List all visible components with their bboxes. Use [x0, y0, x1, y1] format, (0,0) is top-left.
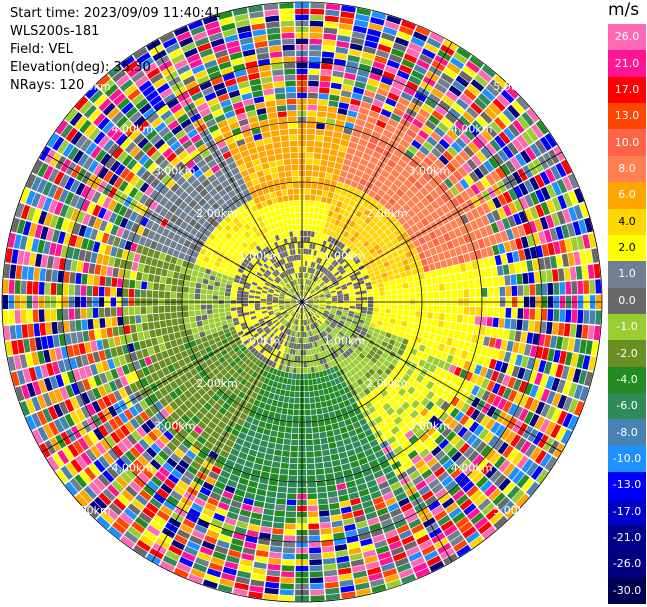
colorbar-label: 6.0: [618, 188, 636, 202]
colorbar-segment: [608, 366, 646, 394]
colorbar-segment: [608, 24, 646, 51]
colorbar-label: 10.0: [614, 135, 640, 149]
range-ring-label: 1.00km: [324, 250, 366, 263]
colorbar-label: -8.0: [616, 425, 638, 439]
colorbar-label: -10.0: [612, 452, 642, 465]
colorbar-label: 4.0: [618, 214, 636, 228]
colorbar-segment: [608, 129, 646, 157]
range-ring-label: 3.00km: [154, 165, 196, 178]
colorbar-label: 1.0: [618, 267, 636, 281]
colorbar-segment: [608, 445, 646, 473]
colorbar-label: -2.0: [616, 346, 638, 360]
elevation-text: Elevation(deg): 35.30: [10, 60, 151, 75]
colorbar-label: -1.0: [616, 320, 638, 334]
range-ring-label: 5.00km: [493, 504, 535, 517]
colorbar-segment: [608, 50, 646, 78]
colorbar-segment: [608, 208, 646, 236]
colorbar-segment: [608, 155, 646, 183]
colorbar-segment: [608, 393, 646, 420]
colorbar-segment: [608, 472, 646, 500]
range-ring-label: 1.00km: [324, 334, 366, 347]
colorbar-label: 8.0: [618, 162, 636, 175]
colorbar-label: 13.0: [614, 109, 640, 123]
range-ring-label: 4.00km: [451, 462, 493, 475]
start-time-text: Start time: 2023/09/09 11:40:41: [10, 6, 222, 21]
colorbar-segment: [608, 287, 646, 315]
colorbar-label: 26.0: [614, 30, 640, 44]
colorbar-label: -21.0: [612, 531, 642, 545]
range-ring-label: 2.00km: [366, 207, 408, 220]
range-ring-label: 3.00km: [154, 419, 196, 432]
range-ring-label: 4.00km: [451, 122, 493, 135]
colorbar-label: -17.0: [612, 504, 642, 518]
colorbar-segment: [608, 498, 646, 526]
colorbar-label: -13.0: [612, 478, 642, 492]
colorbar-label: 0.0: [618, 293, 636, 307]
colorbar-label: -30.0: [612, 583, 642, 597]
colorbar-segment: [608, 234, 646, 262]
range-ring-label: 5.00km: [69, 504, 111, 517]
nrays-text: NRays: 120: [10, 78, 85, 93]
colorbar-segment: [608, 419, 646, 447]
colorbar-segment: [608, 314, 646, 341]
station-name-text: WLS200s-181: [10, 24, 100, 39]
range-ring-label: 2.00km: [366, 377, 408, 390]
range-ring-label: 5.00km: [69, 80, 111, 93]
field-text: Field: VEL: [10, 42, 73, 57]
range-ring-overlay: 1.00km 1.00km 1.00km 1.00km 2.00km 2.00km 2.00…: [1, 1, 603, 603]
colorbar: 26.0 21.0 17.0 13.0 10.0 8.0 6.0 4.0 2.0 1.0 0.0 -1…: [608, 24, 646, 605]
range-ring-label: 3.00km: [409, 419, 451, 432]
colorbar-segment: [608, 261, 646, 289]
colorbar-segment: [608, 103, 646, 130]
range-ring-label: 5.00km: [493, 80, 535, 93]
colorbar-segment: [608, 182, 646, 210]
colorbar-unit: m/s: [608, 0, 640, 20]
colorbar-label: 2.0: [618, 241, 636, 255]
ppi-scan-display: 1.00km 1.00km 1.00km 1.00km 2.00km 2.00km 2.00…: [1, 1, 603, 603]
colorbar-label: -6.0: [616, 399, 638, 413]
colorbar-segment: [608, 577, 646, 605]
range-ring-label: 4.00km: [112, 462, 154, 475]
colorbar-label: 17.0: [614, 82, 640, 96]
range-ring-label: 3.00km: [409, 165, 451, 178]
colorbar-label: -4.0: [616, 372, 638, 386]
colorbar-segment: [608, 76, 646, 104]
colorbar-segment: [608, 551, 646, 579]
range-ring-label: 2.00km: [196, 377, 238, 390]
colorbar-segment: [608, 524, 646, 552]
colorbar-label: -26.0: [612, 557, 642, 571]
azimuth-line: [41, 151, 562, 453]
colorbar-label: 21.0: [614, 56, 640, 70]
colorbar-segment: [608, 340, 646, 368]
range-ring-label: 4.00km: [112, 122, 154, 135]
range-ring-label: 1.00km: [239, 334, 281, 347]
range-ring-label: 1.00km: [239, 250, 281, 263]
range-ring-label: 2.00km: [196, 207, 238, 220]
